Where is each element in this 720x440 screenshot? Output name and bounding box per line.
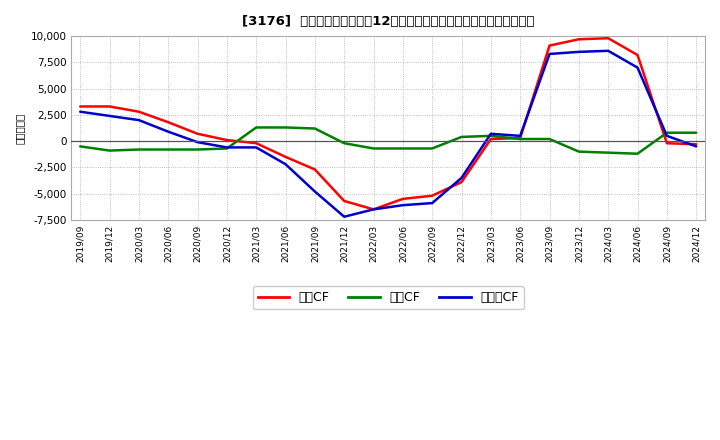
営業CF [487,136,495,142]
フリーCF [310,189,319,194]
Line: 投資CF: 投資CF [80,128,696,154]
フリーCF [604,48,613,53]
フリーCF [282,161,290,167]
フリーCF [457,175,466,180]
投資CF [399,146,408,151]
営業CF [575,37,583,42]
投資CF [604,150,613,155]
フリーCF [340,214,348,220]
営業CF [310,167,319,172]
Line: フリーCF: フリーCF [80,51,696,217]
フリーCF [662,133,671,139]
営業CF [193,131,202,136]
営業CF [222,137,231,143]
投資CF [692,130,701,136]
投資CF [135,147,143,152]
営業CF [135,109,143,114]
営業CF [662,140,671,146]
フリーCF [487,131,495,136]
投資CF [164,147,173,152]
営業CF [282,154,290,160]
投資CF [222,146,231,151]
投資CF [633,151,642,156]
営業CF [692,142,701,147]
投資CF [252,125,261,130]
投資CF [282,125,290,130]
投資CF [428,146,436,151]
フリーCF [164,129,173,134]
フリーCF [252,145,261,150]
投資CF [76,144,84,149]
フリーCF [545,51,554,57]
営業CF [399,196,408,202]
営業CF [105,104,114,109]
投資CF [310,126,319,131]
投資CF [340,140,348,146]
Y-axis label: （百万円）: （百万円） [15,112,25,143]
フリーCF [516,133,525,139]
投資CF [369,146,378,151]
営業CF [164,120,173,125]
営業CF [633,52,642,58]
営業CF [76,104,84,109]
投資CF [457,134,466,139]
営業CF [457,180,466,185]
フリーCF [399,202,408,208]
投資CF [487,133,495,139]
投資CF [545,136,554,142]
営業CF [604,36,613,41]
フリーCF [105,113,114,118]
フリーCF [222,145,231,150]
フリーCF [692,144,701,149]
営業CF [252,140,261,146]
投資CF [575,149,583,154]
フリーCF [428,201,436,206]
営業CF [516,136,525,141]
投資CF [662,130,671,136]
投資CF [105,148,114,153]
フリーCF [76,109,84,114]
フリーCF [633,65,642,70]
Line: 営業CF: 営業CF [80,38,696,209]
Legend: 営業CF, 投資CF, フリーCF: 営業CF, 投資CF, フリーCF [253,286,524,309]
フリーCF [575,49,583,55]
営業CF [428,193,436,198]
営業CF [340,198,348,204]
フリーCF [135,117,143,123]
投資CF [193,147,202,152]
営業CF [545,43,554,48]
営業CF [369,207,378,212]
フリーCF [193,139,202,145]
投資CF [516,136,525,142]
フリーCF [369,207,378,212]
Title: [3176]  キャッシュフローの12か月移動合計の対前年同期増減額の推移: [3176] キャッシュフローの12か月移動合計の対前年同期増減額の推移 [242,15,534,28]
